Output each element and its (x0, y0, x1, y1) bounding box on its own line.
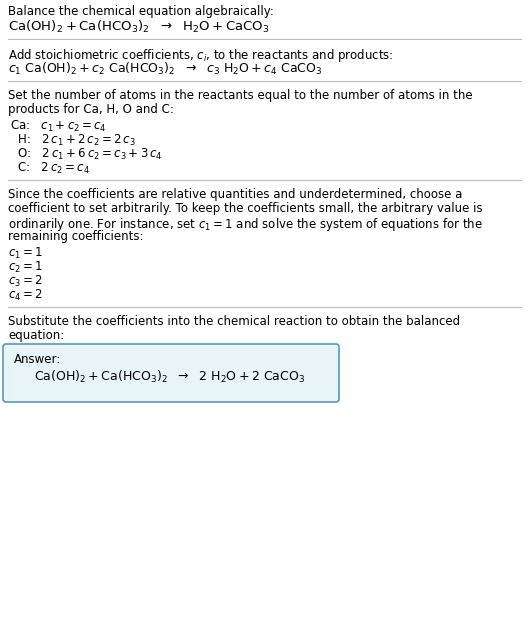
Text: Balance the chemical equation algebraically:: Balance the chemical equation algebraica… (8, 5, 274, 18)
Text: Since the coefficients are relative quantities and underdetermined, choose a: Since the coefficients are relative quan… (8, 188, 462, 201)
Text: $c_3 = 2$: $c_3 = 2$ (8, 274, 43, 289)
Text: Add stoichiometric coefficients, $c_i$, to the reactants and products:: Add stoichiometric coefficients, $c_i$, … (8, 47, 394, 64)
Text: ordinarily one. For instance, set $c_1 = 1$ and solve the system of equations fo: ordinarily one. For instance, set $c_1 =… (8, 216, 483, 233)
Text: $c_1\ \mathrm{Ca(OH)_2} + c_2\ \mathrm{Ca(HCO_3)_2}\ \ \rightarrow\ \ c_3\ \math: $c_1\ \mathrm{Ca(OH)_2} + c_2\ \mathrm{C… (8, 61, 323, 77)
FancyBboxPatch shape (3, 344, 339, 402)
Text: remaining coefficients:: remaining coefficients: (8, 230, 143, 243)
Text: Ca:   $c_1 + c_2 = c_4$: Ca: $c_1 + c_2 = c_4$ (10, 119, 107, 134)
Text: $c_1 = 1$: $c_1 = 1$ (8, 246, 43, 261)
Text: O:   $2\,c_1 + 6\,c_2 = c_3 + 3\,c_4$: O: $2\,c_1 + 6\,c_2 = c_3 + 3\,c_4$ (10, 147, 162, 162)
Text: coefficient to set arbitrarily. To keep the coefficients small, the arbitrary va: coefficient to set arbitrarily. To keep … (8, 202, 482, 215)
Text: C:   $2\,c_2 = c_4$: C: $2\,c_2 = c_4$ (10, 161, 90, 176)
Text: Substitute the coefficients into the chemical reaction to obtain the balanced: Substitute the coefficients into the che… (8, 315, 460, 328)
Text: $\mathrm{Ca(OH)_2 + Ca(HCO_3)_2 \ \ \rightarrow \ \ 2\ H_2O + 2\ CaCO_3}$: $\mathrm{Ca(OH)_2 + Ca(HCO_3)_2 \ \ \rig… (34, 369, 305, 385)
Text: $c_4 = 2$: $c_4 = 2$ (8, 288, 43, 303)
Text: Set the number of atoms in the reactants equal to the number of atoms in the: Set the number of atoms in the reactants… (8, 89, 472, 102)
Text: $c_2 = 1$: $c_2 = 1$ (8, 260, 43, 275)
Text: equation:: equation: (8, 329, 64, 342)
Text: H:   $2\,c_1 + 2\,c_2 = 2\,c_3$: H: $2\,c_1 + 2\,c_2 = 2\,c_3$ (10, 133, 135, 148)
Text: Answer:: Answer: (14, 353, 61, 366)
Text: products for Ca, H, O and C:: products for Ca, H, O and C: (8, 103, 174, 116)
Text: $\mathrm{Ca(OH)_2 + Ca(HCO_3)_2 \ \ \rightarrow \ \ H_2O + CaCO_3}$: $\mathrm{Ca(OH)_2 + Ca(HCO_3)_2 \ \ \rig… (8, 19, 270, 35)
